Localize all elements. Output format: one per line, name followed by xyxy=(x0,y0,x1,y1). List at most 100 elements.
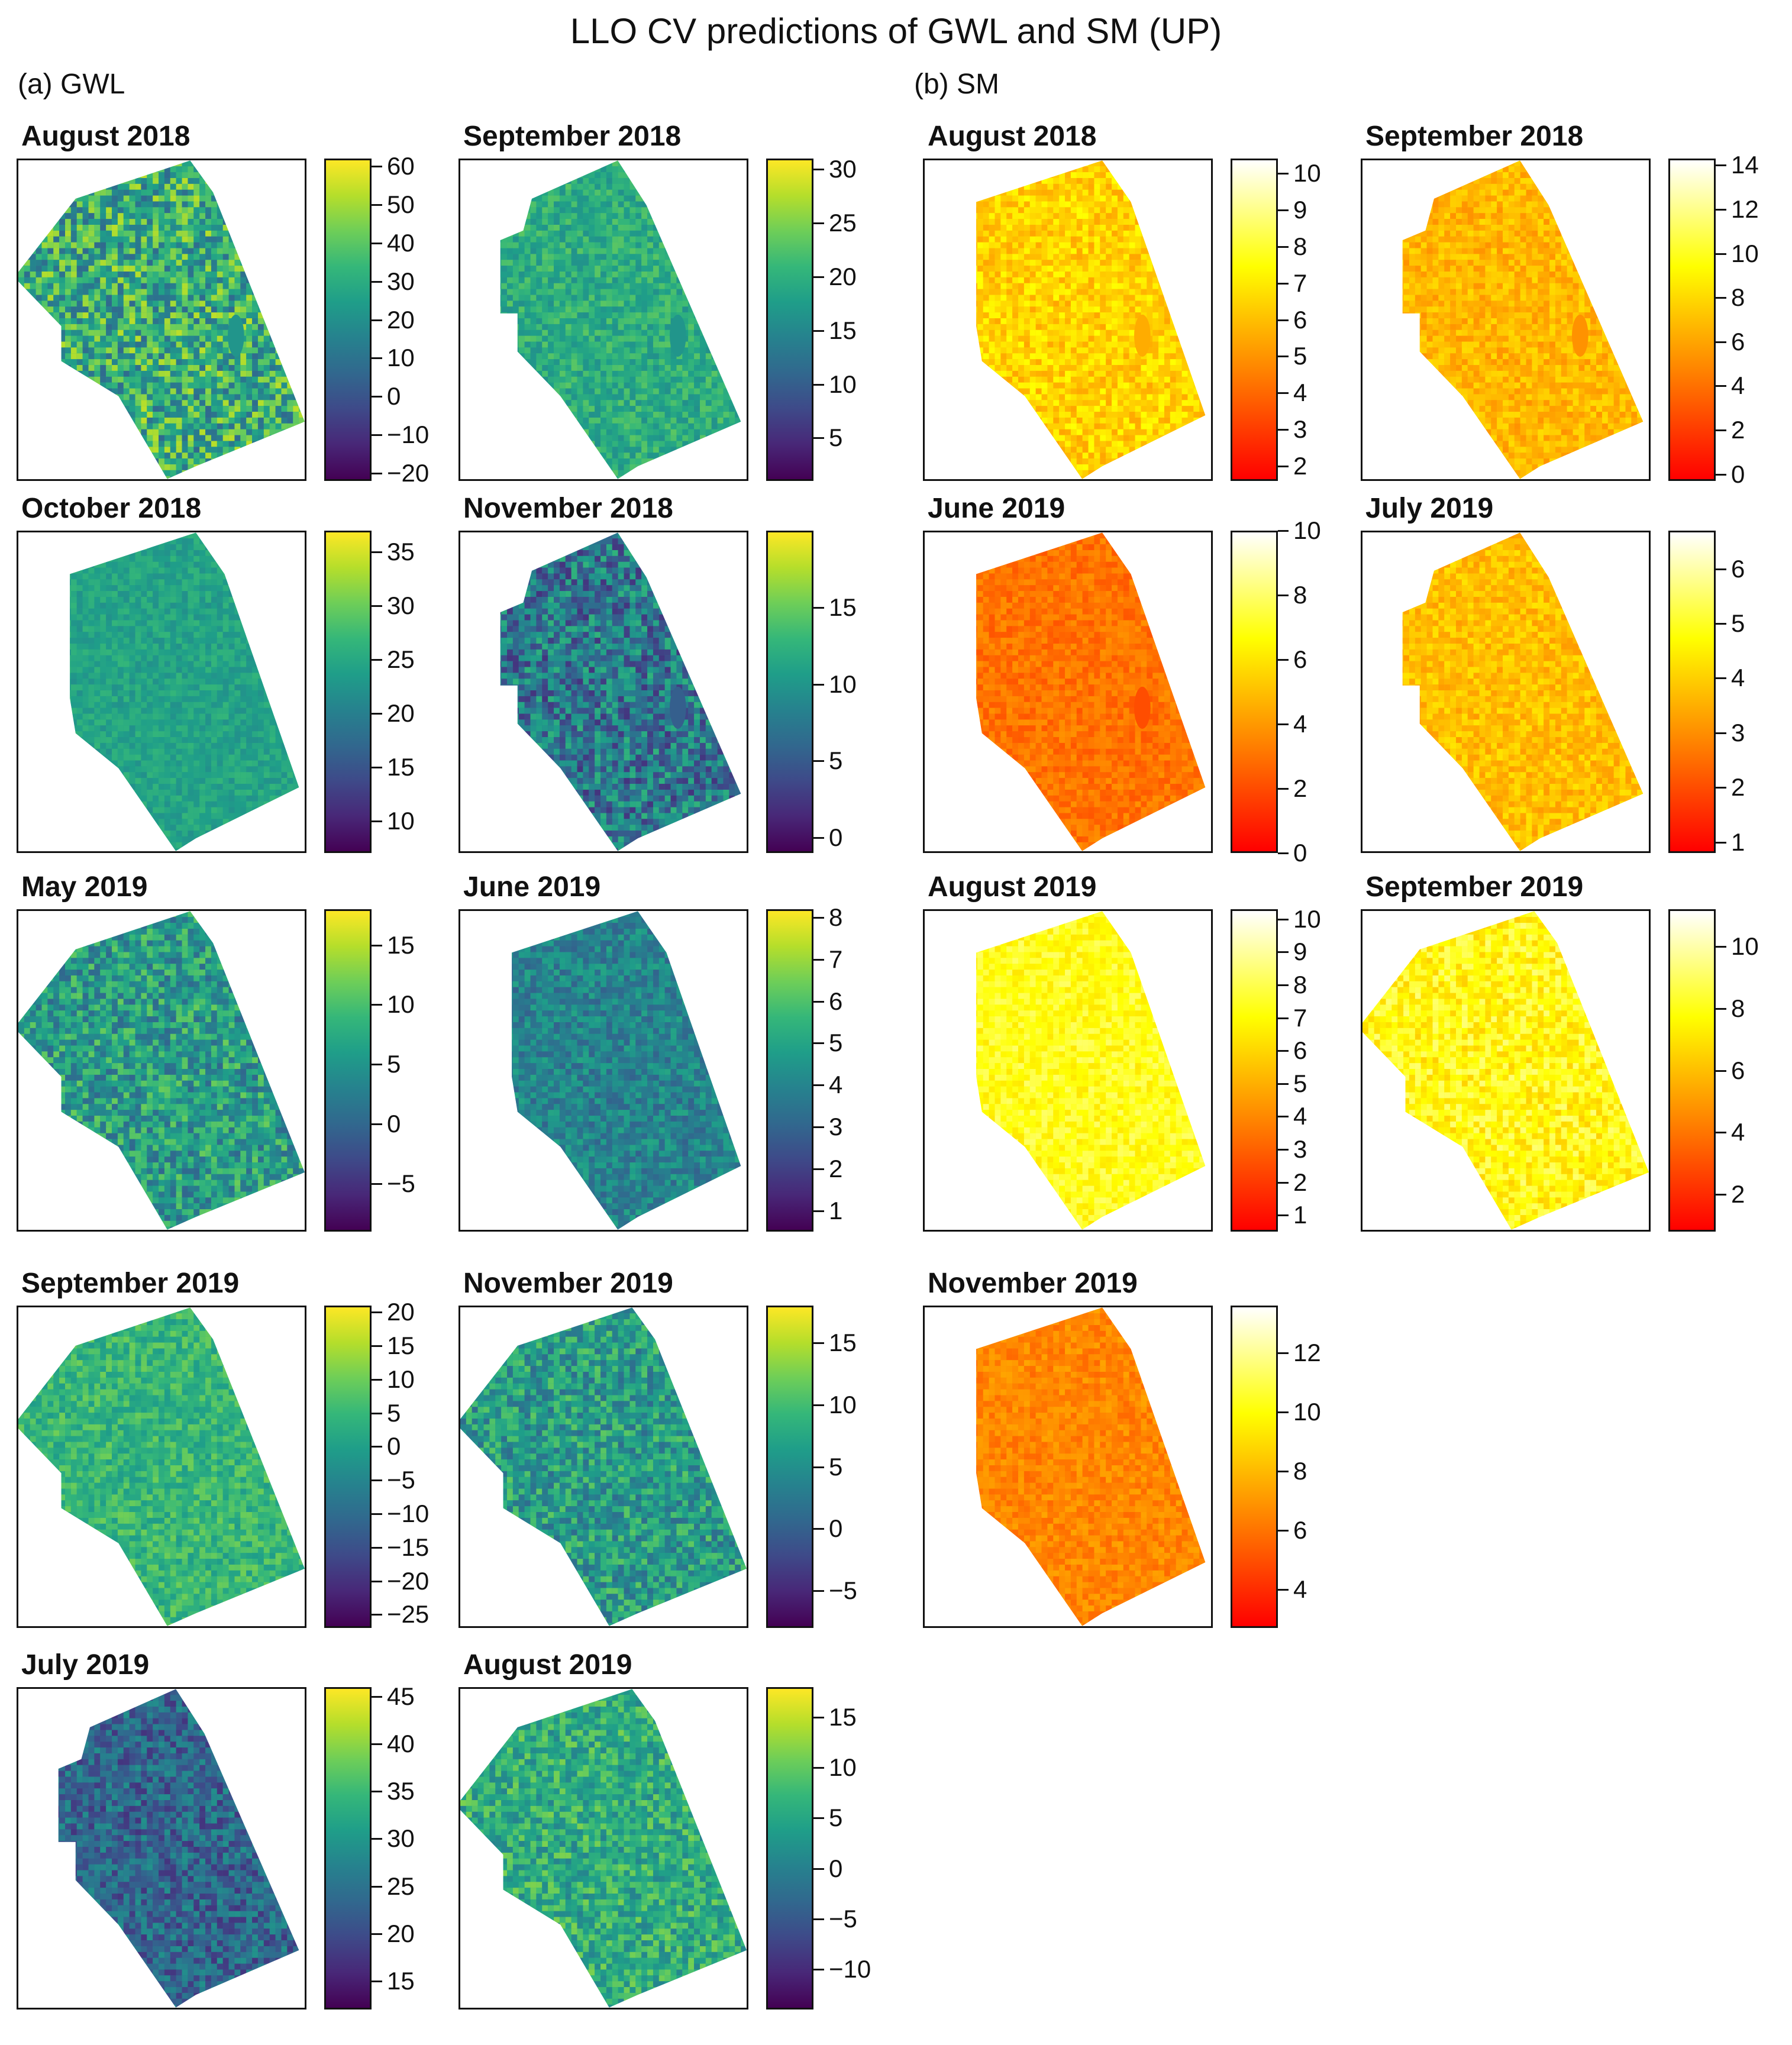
map-cell xyxy=(94,242,101,248)
map-cell xyxy=(47,429,54,435)
map-cell xyxy=(647,335,653,342)
map-cell xyxy=(117,195,124,202)
map-cell xyxy=(664,400,671,406)
map-cell xyxy=(518,242,525,248)
map-cell xyxy=(705,318,712,324)
map-cell xyxy=(269,189,276,196)
map-cell xyxy=(193,429,200,435)
map-cell xyxy=(583,347,589,354)
map-cell xyxy=(18,254,24,260)
map-cell xyxy=(600,388,606,395)
map-cell xyxy=(188,219,194,225)
map-cell xyxy=(269,400,276,406)
map-cell xyxy=(658,183,665,190)
map-cell xyxy=(606,277,612,283)
map-cell xyxy=(170,370,176,377)
map-cell xyxy=(460,237,466,243)
map-cell xyxy=(507,266,513,272)
map-cell xyxy=(263,329,270,336)
map-cell xyxy=(112,458,118,464)
map-cell xyxy=(193,189,200,196)
map-cell xyxy=(741,359,747,365)
map-cell xyxy=(170,219,176,225)
map-cell xyxy=(512,394,519,400)
map-cell xyxy=(281,394,288,400)
map-cell xyxy=(106,177,112,184)
map-cell xyxy=(135,254,141,260)
map-cell xyxy=(729,219,735,225)
map-cell xyxy=(164,476,170,479)
map-cell xyxy=(524,335,531,342)
map-cell xyxy=(41,266,48,272)
map-cell xyxy=(275,429,282,435)
map-cell xyxy=(188,177,194,184)
map-cell xyxy=(595,207,601,214)
map-cell xyxy=(47,370,54,377)
map-cell xyxy=(299,347,305,354)
map-cell xyxy=(629,277,636,283)
map-cell xyxy=(257,341,264,348)
map-cell xyxy=(559,207,566,214)
map-cell xyxy=(478,353,484,359)
map-cell xyxy=(583,295,589,301)
map-cell xyxy=(699,277,706,283)
map-cell xyxy=(82,441,89,447)
map-cell xyxy=(688,160,695,167)
map-cell xyxy=(35,476,42,479)
map-cell xyxy=(618,329,624,336)
map-cell xyxy=(653,359,659,366)
map-cell xyxy=(554,224,560,231)
map-cell xyxy=(600,376,606,383)
map-cell xyxy=(635,177,642,184)
map-cell xyxy=(228,435,235,441)
map-cell xyxy=(682,272,689,277)
map-cell xyxy=(53,272,60,277)
map-cell xyxy=(35,224,42,231)
map-cell xyxy=(123,388,130,395)
map-cell xyxy=(47,177,54,184)
map-cell xyxy=(257,242,264,248)
map-cell xyxy=(287,417,293,424)
map-cell xyxy=(112,324,118,330)
map-cell xyxy=(472,324,478,330)
map-cell xyxy=(518,412,525,418)
map-cell xyxy=(299,312,305,319)
map-cell xyxy=(141,458,147,464)
map-cell xyxy=(82,260,89,266)
map-cell xyxy=(53,464,60,470)
map-cell xyxy=(293,242,299,248)
map-cell xyxy=(512,329,519,336)
map-cell xyxy=(542,236,548,243)
map-cell xyxy=(293,318,299,324)
map-cell xyxy=(234,412,241,418)
map-cell xyxy=(112,242,118,248)
map-cell xyxy=(460,389,466,395)
map-cell xyxy=(589,219,595,225)
map-cell xyxy=(76,382,83,389)
map-cell xyxy=(682,207,689,214)
map-cell xyxy=(699,301,706,307)
map-cell xyxy=(688,312,695,319)
map-cell xyxy=(699,283,706,289)
map-cell xyxy=(688,412,695,418)
map-cell xyxy=(117,201,124,208)
map-cell xyxy=(35,400,42,406)
map-cell xyxy=(512,412,519,418)
map-cell xyxy=(76,329,83,336)
map-cell xyxy=(141,242,147,248)
map-cell xyxy=(47,400,54,406)
map-cell xyxy=(106,359,112,366)
map-cell xyxy=(222,347,229,354)
map-cell xyxy=(548,335,554,342)
map-cell xyxy=(129,312,135,319)
map-cell xyxy=(153,394,159,400)
map-cell xyxy=(246,183,253,190)
map-cell xyxy=(123,312,130,319)
map-cell xyxy=(489,359,495,365)
map-cell xyxy=(460,219,466,225)
map-cell xyxy=(176,236,182,243)
map-cell xyxy=(182,177,188,184)
map-cell xyxy=(658,172,665,178)
map-cell xyxy=(512,382,519,389)
map-cell xyxy=(688,318,695,324)
